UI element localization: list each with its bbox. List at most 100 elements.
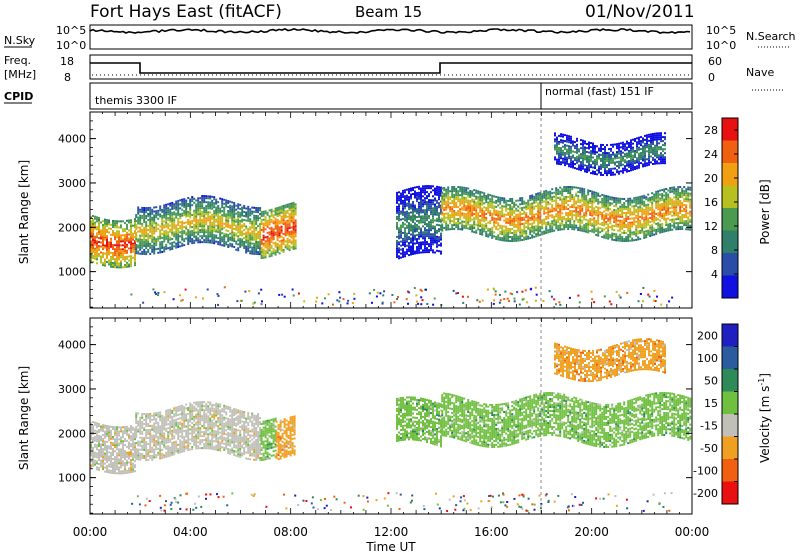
range-time-cell: [207, 213, 210, 216]
range-time-cell: [231, 205, 234, 208]
range-time-cell: [622, 167, 624, 170]
range-time-cell: [567, 224, 570, 226]
range-time-cell: [290, 214, 293, 217]
range-time-cell: [104, 264, 106, 267]
range-time-cell: [605, 233, 608, 236]
range-time-cell: [243, 207, 246, 209]
range-time-cell: [641, 197, 644, 200]
range-time-cell: [135, 236, 138, 239]
range-time-cell: [689, 212, 692, 215]
range-time-cell: [564, 144, 566, 147]
range-time-cell: [585, 214, 588, 217]
range-time-cell: [151, 228, 154, 231]
range-time-cell: [447, 204, 450, 207]
range-time-cell: [143, 239, 146, 241]
range-time-cell: [104, 244, 106, 247]
range-time-cell: [535, 229, 538, 232]
range-time-cell: [614, 143, 616, 146]
range-time-cell: [469, 210, 472, 212]
range-time-cell: [589, 200, 592, 202]
range-time-cell: [430, 227, 432, 230]
range-time-cell: [586, 155, 588, 157]
range-time-cell: [402, 239, 404, 242]
range-time-cell: [589, 222, 592, 224]
range-time-cell: [501, 211, 504, 214]
range-time-cell: [209, 235, 212, 238]
range-time-cell: [527, 199, 530, 202]
range-time-cell: [406, 232, 408, 235]
range-time-cell: [566, 156, 568, 159]
range-time-cell: [603, 200, 606, 203]
range-time-cell: [211, 239, 214, 242]
range-time-cell: [519, 199, 522, 202]
range-time-cell: [114, 252, 116, 255]
range-time-cell: [533, 213, 536, 216]
range-time-cell: [557, 212, 560, 215]
range-time-cell: [294, 243, 297, 246]
range-time-cell: [274, 221, 277, 224]
range-time-cell: [604, 160, 606, 163]
range-time-cell: [116, 242, 118, 245]
range-time-cell: [94, 227, 96, 230]
range-time-cell: [685, 194, 688, 197]
range-time-cell: [505, 219, 508, 222]
range-time-cell: [610, 153, 612, 156]
range-time-cell: [673, 212, 676, 215]
range-time-cell: [106, 223, 108, 225]
range-time-cell: [229, 244, 232, 247]
range-time-cell: [430, 247, 432, 250]
range-time-cell: [620, 160, 622, 163]
range-time-cell: [495, 205, 498, 208]
range-time-cell: [120, 264, 122, 267]
range-time-cell: [434, 211, 436, 214]
range-time-cell: [683, 214, 686, 217]
range-time-cell: [592, 156, 594, 159]
range-time-cell: [141, 224, 144, 227]
range-time-cell: [473, 209, 476, 212]
range-time-cell: [209, 229, 212, 232]
range-time-cell: [651, 212, 654, 215]
range-time-cell: [661, 195, 664, 197]
range-time-cell: [566, 148, 568, 151]
range-time-cell: [529, 223, 532, 226]
range-time-cell: [406, 250, 408, 253]
range-time-cell: [465, 201, 468, 204]
range-time-cell: [100, 245, 102, 248]
range-time-cell: [149, 208, 152, 211]
range-time-cell: [527, 223, 530, 226]
range-time-cell: [229, 214, 232, 217]
range-time-cell: [268, 209, 271, 212]
range-time-cell: [570, 137, 572, 140]
range-time-cell: [559, 198, 562, 201]
range-time-cell: [294, 245, 297, 248]
range-time-cell: [104, 260, 106, 263]
range-time-cell: [561, 204, 564, 207]
range-time-cell: [675, 198, 678, 201]
range-time-cell: [553, 217, 556, 220]
range-time-cell: [583, 190, 586, 193]
range-time-cell: [560, 139, 562, 142]
range-time-cell: [451, 210, 454, 213]
range-time-cell: [116, 250, 118, 253]
range-time-cell: [249, 210, 252, 213]
range-time-cell: [661, 229, 664, 231]
range-time-cell: [100, 259, 102, 262]
range-time-cell: [438, 228, 440, 231]
range-time-cell: [157, 239, 160, 242]
range-time-cell: [637, 198, 640, 201]
range-time-cell: [122, 252, 124, 255]
range-time-cell: [497, 236, 500, 239]
range-time-cell: [451, 190, 454, 193]
range-time-cell: [570, 139, 572, 142]
range-time-cell: [181, 238, 184, 241]
range-time-cell: [616, 151, 618, 154]
range-time-cell: [667, 207, 670, 210]
range-time-cell: [608, 158, 610, 161]
range-time-cell: [400, 194, 402, 197]
range-time-cell: [424, 251, 426, 254]
range-time-cell: [517, 205, 520, 208]
range-time-cell: [669, 189, 672, 192]
range-time-cell: [132, 256, 134, 259]
range-time-cell: [589, 218, 592, 220]
range-time-cell: [235, 232, 238, 235]
